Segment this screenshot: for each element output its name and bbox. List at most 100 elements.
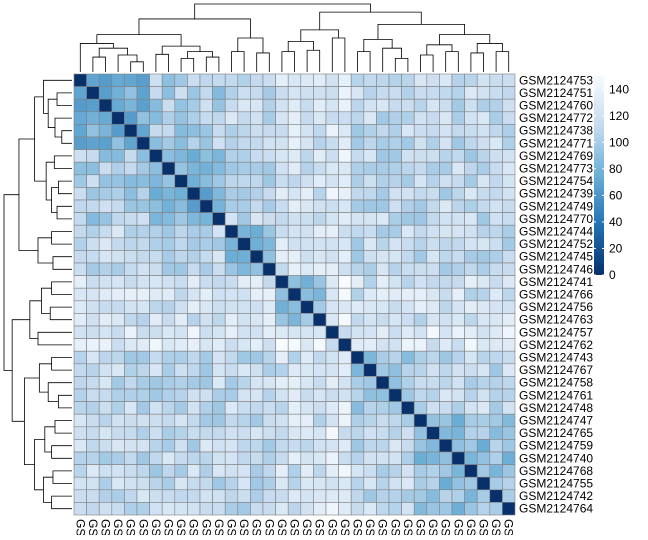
- heatmap-cell: [325, 124, 339, 138]
- heatmap-cell: [338, 212, 352, 226]
- heatmap-cell: [149, 464, 163, 478]
- heatmap-cell: [388, 86, 402, 100]
- heatmap-cell: [187, 262, 201, 276]
- heatmap-cell: [161, 224, 176, 239]
- heatmap-cell: [237, 237, 251, 251]
- heatmap-cell: [287, 451, 302, 465]
- heatmap-cell: [325, 401, 339, 415]
- heatmap-cell: [73, 401, 87, 415]
- row-label: GSM2124762: [519, 338, 593, 352]
- heatmap-cell: [86, 476, 100, 491]
- heatmap-cell: [338, 439, 352, 453]
- heatmap-cell: [98, 300, 113, 314]
- heatmap-cell: [136, 426, 150, 440]
- dendrogram-branch: [363, 38, 393, 52]
- heatmap-cell: [174, 73, 188, 87]
- heatmap-cell: [476, 388, 491, 402]
- heatmap-cell: [451, 325, 465, 339]
- heatmap-cell: [136, 136, 150, 150]
- heatmap-cell: [98, 338, 113, 352]
- heatmap-cell: [73, 161, 87, 176]
- heatmap-cell: [388, 325, 402, 339]
- heatmap-cell: [388, 187, 402, 201]
- heatmap-cell: [149, 287, 163, 302]
- heatmap-cell: [338, 73, 352, 87]
- heatmap-cell: [464, 86, 478, 100]
- heatmap-cell: [124, 149, 138, 163]
- heatmap-cell: [149, 250, 163, 264]
- heatmap-cell: [212, 401, 226, 415]
- heatmap-cell: [174, 338, 188, 352]
- heatmap-cell: [376, 439, 390, 453]
- heatmap-cell: [401, 73, 415, 87]
- heatmap-cell: [489, 174, 503, 188]
- column-label: GSM2124757: [325, 519, 339, 535]
- heatmap-cell: [136, 250, 150, 264]
- heatmap-cell: [401, 439, 415, 453]
- column-label: GSM2124769: [149, 519, 163, 535]
- heatmap-cell: [237, 275, 251, 289]
- heatmap-cell: [413, 476, 428, 491]
- heatmap-cell: [98, 476, 113, 491]
- heatmap-cell: [161, 476, 176, 491]
- heatmap-cell: [439, 224, 453, 239]
- column-label: GSM2124760: [99, 519, 113, 535]
- heatmap-cell: [287, 136, 302, 150]
- heatmap-cell: [300, 262, 314, 276]
- heatmap-cell: [98, 376, 113, 390]
- dendrogram-branch: [382, 47, 403, 72]
- heatmap-cell: [376, 388, 390, 402]
- heatmap-cell: [187, 464, 201, 478]
- heatmap-cell: [464, 174, 478, 188]
- heatmap-cell: [313, 464, 327, 478]
- heatmap-cell: [489, 124, 503, 138]
- heatmap-cell: [476, 136, 491, 150]
- heatmap-cell: [313, 86, 327, 100]
- row-label: GSM2124742: [519, 489, 593, 503]
- heatmap-cell: [149, 275, 163, 289]
- heatmap-cell: [426, 476, 440, 491]
- heatmap-cell: [439, 73, 453, 87]
- heatmap-cell: [212, 212, 226, 226]
- heatmap-cell: [136, 313, 150, 327]
- heatmap-cell: [388, 388, 402, 402]
- heatmap-cell: [287, 325, 302, 339]
- heatmap-cell: [464, 250, 478, 264]
- heatmap-cell: [413, 502, 428, 516]
- heatmap-cell: [86, 174, 100, 188]
- row-label: GSM2124772: [519, 111, 593, 125]
- heatmap-cell: [287, 350, 302, 365]
- heatmap-cell: [376, 426, 390, 440]
- heatmap-cell: [363, 98, 377, 113]
- heatmap-cell: [489, 86, 503, 100]
- heatmap-cell: [187, 313, 201, 327]
- heatmap-cell: [464, 489, 478, 503]
- heatmap-cell: [199, 275, 213, 289]
- heatmap-cell: [464, 262, 478, 276]
- heatmap-cell: [224, 149, 239, 163]
- heatmap-cells: [73, 73, 516, 516]
- heatmap-cell: [187, 111, 201, 125]
- heatmap-cell: [489, 325, 503, 339]
- heatmap-cell: [111, 212, 125, 226]
- heatmap-cell: [313, 388, 327, 402]
- heatmap-cell: [124, 376, 138, 390]
- heatmap-cell: [161, 451, 176, 465]
- heatmap-cell: [161, 262, 176, 276]
- heatmap-cell: [250, 350, 264, 365]
- dendrogram-branch: [11, 319, 30, 422]
- heatmap-cell: [401, 149, 415, 163]
- heatmap-cell: [300, 124, 314, 138]
- heatmap-cell: [149, 350, 163, 365]
- heatmap-cell: [451, 413, 465, 428]
- heatmap-cell: [73, 376, 87, 390]
- heatmap-cell: [224, 300, 239, 314]
- heatmap-cell: [439, 376, 453, 390]
- dendrogram-branch: [117, 54, 138, 72]
- heatmap-cell: [262, 73, 276, 87]
- dendrogram-branch: [426, 44, 453, 55]
- heatmap-cell: [350, 86, 365, 100]
- heatmap-cell: [401, 502, 415, 516]
- heatmap-cell: [338, 451, 352, 465]
- heatmap-cell: [187, 187, 201, 201]
